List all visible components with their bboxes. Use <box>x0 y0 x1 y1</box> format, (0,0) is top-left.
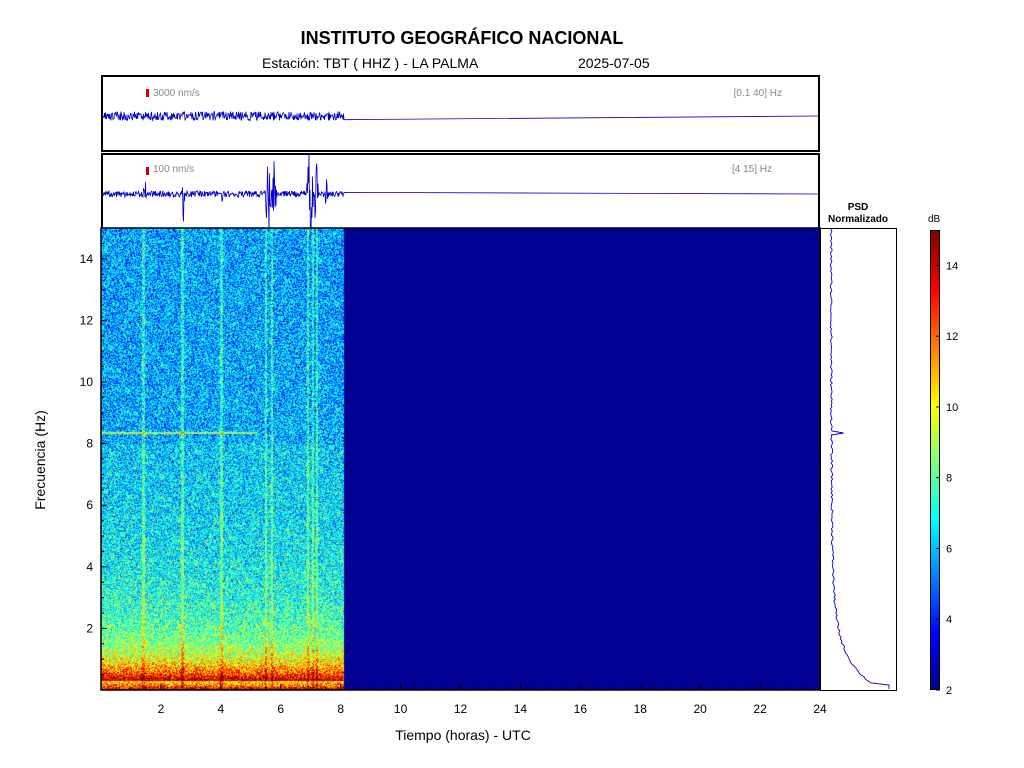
x-tick-label: 12 <box>454 702 468 716</box>
y-tick-label: 14 <box>80 252 94 266</box>
y-axis-label: Frecuencia (Hz) <box>32 410 48 510</box>
x-tick-label: 18 <box>634 702 648 716</box>
colorbar <box>930 230 940 690</box>
date-label: 2025-07-05 <box>578 55 650 71</box>
spectrogram-heatmap <box>101 228 820 690</box>
psd-title-line1: PSD <box>847 202 869 213</box>
colorbar-tick-label: 12 <box>946 331 958 343</box>
x-tick-label: 10 <box>394 702 408 716</box>
colorbar-tick-label: 8 <box>946 473 952 485</box>
trace-band-label: [4 15] Hz <box>731 164 772 175</box>
x-tick-label: 22 <box>753 702 767 716</box>
x-tick-label: 20 <box>693 702 707 716</box>
colorbar-tick-label: 2 <box>946 685 952 697</box>
y-tick-label: 8 <box>86 437 93 451</box>
x-tick-label: 8 <box>337 702 344 716</box>
colorbar-tick-label: 10 <box>946 402 958 414</box>
trace-scale-label: 3000 nm/s <box>153 88 200 99</box>
seismogram-trace <box>103 111 818 122</box>
psd-title: PSD Normalizado <box>820 202 896 226</box>
trace-line <box>103 111 818 122</box>
x-tick-label: 24 <box>813 702 827 716</box>
y-tick-label: 12 <box>80 313 94 327</box>
colorbar-unit: dB <box>928 214 941 225</box>
psd-panel <box>820 228 897 691</box>
trace-panel-filtered: 100 nm/s [4 15] Hz <box>101 153 820 230</box>
x-tick-label: 2 <box>158 702 165 716</box>
trace-band-label: [0.1 40] Hz <box>733 88 782 99</box>
y-tick-label: 2 <box>86 621 93 635</box>
x-tick-label: 6 <box>277 702 284 716</box>
page-title: INSTITUTO GEOGRÁFICO NACIONAL <box>300 28 624 48</box>
colorbar-tick-label: 4 <box>946 614 952 626</box>
y-tick-label: 4 <box>86 560 93 574</box>
station-label: Estación: TBT ( HHZ ) - LA PALMA <box>262 55 479 71</box>
psd-line <box>829 229 890 689</box>
colorbar-tick-label: 14 <box>946 260 958 272</box>
trace-scale-label: 100 nm/s <box>153 164 195 175</box>
psd-title-line2: Normalizado <box>827 214 888 225</box>
scale-bar <box>146 167 149 175</box>
seismogram-trace <box>103 155 818 228</box>
y-tick-label: 6 <box>86 498 93 512</box>
x-tick-label: 16 <box>574 702 588 716</box>
scale-bar <box>146 89 149 97</box>
trace-panel-broadband: 3000 nm/s [0.1 40] Hz <box>101 75 820 152</box>
x-axis-label: Tiempo (horas) - UTC <box>395 727 531 743</box>
colorbar-tick-label: 6 <box>946 543 952 555</box>
x-tick-label: 14 <box>514 702 528 716</box>
trace-line <box>103 155 818 228</box>
psd-curve <box>829 229 890 689</box>
x-tick-label: 4 <box>217 702 224 716</box>
y-tick-label: 10 <box>80 375 94 389</box>
